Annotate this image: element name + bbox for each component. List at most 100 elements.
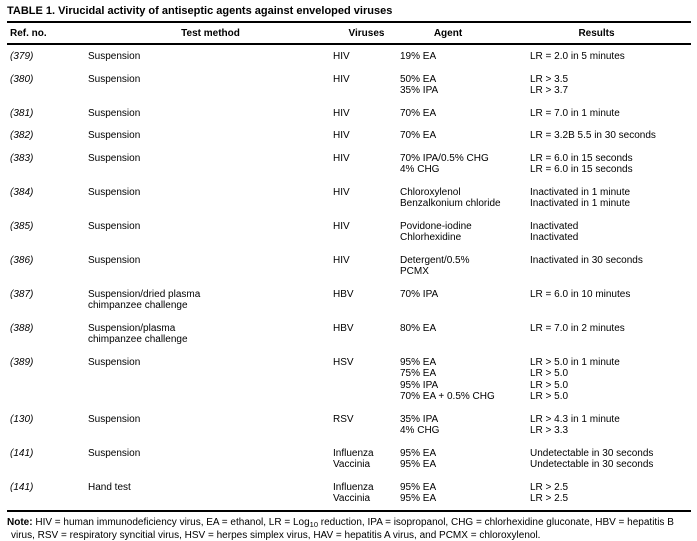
cell-line: LR = 7.0 in 1 minute bbox=[530, 107, 620, 119]
ref-no: (380) bbox=[10, 73, 34, 85]
test-method: Suspension bbox=[88, 255, 333, 278]
column-header-results: Results bbox=[578, 28, 615, 39]
cell-line: Detergent/0.5% bbox=[400, 254, 470, 266]
table-row: (379) Suspension HIV 19% EA LR = 2.0 in … bbox=[7, 51, 691, 74]
ref-no: (379) bbox=[10, 51, 34, 62]
table-row: (388) Suspension/plasma chimpanzee challe… bbox=[7, 323, 691, 357]
table-row: (141) Hand test Influenza Vaccinia 95% EA… bbox=[7, 482, 691, 510]
cell-line: LR > 4.3 in 1 minute bbox=[530, 413, 620, 425]
cell-line: Benzalkonium chloride bbox=[400, 198, 501, 209]
cell-line: Suspension bbox=[88, 51, 141, 62]
test-method: Hand test bbox=[88, 482, 333, 505]
ref-no: (385) bbox=[10, 220, 34, 232]
cell-line: Inactivated bbox=[530, 232, 579, 243]
column-header-viruses: Viruses bbox=[348, 28, 385, 39]
cell-line: Inactivated in 1 minute bbox=[530, 198, 631, 209]
results: LR = 2.0 in 5 minutes bbox=[530, 51, 691, 63]
test-method: Suspension bbox=[88, 74, 333, 97]
cell-line: 70% EA bbox=[400, 130, 437, 141]
agent: 95% EA 75% EA 95% IPA 70% EA + 0.5% CHG bbox=[400, 357, 530, 403]
footnote: Note: HIV = human immunodeficiency virus… bbox=[7, 517, 691, 541]
results: LR = 6.0 in 10 minutes bbox=[530, 289, 691, 312]
agent: 95% EA 95% EA bbox=[400, 448, 530, 471]
ref-no: (382) bbox=[10, 130, 34, 141]
cell-line: LR = 3.2B 5.5 in 30 seconds bbox=[530, 130, 656, 141]
cell-line: LR > 3.3 bbox=[530, 425, 569, 436]
agent: Detergent/0.5% PCMX bbox=[400, 255, 530, 278]
column-header-ref-no: Ref. no. bbox=[10, 28, 47, 39]
footnote-line-2: virus, RSV = respiratory syncitial virus… bbox=[11, 529, 541, 541]
agent: 19% EA bbox=[400, 51, 530, 63]
cell-line: HIV bbox=[333, 254, 350, 266]
cell-line: Inactivated in 30 seconds bbox=[530, 254, 643, 266]
results: Undetectable in 30 seconds Undetectable i… bbox=[530, 448, 691, 471]
cell-line: 70% EA bbox=[400, 107, 437, 119]
cell-line: 70% EA + 0.5% CHG bbox=[400, 391, 495, 402]
cell-line: HBV bbox=[333, 322, 354, 334]
viruses: HBV bbox=[333, 323, 400, 346]
agent: 70% EA bbox=[400, 130, 530, 142]
viruses: Influenza Vaccinia bbox=[333, 448, 400, 471]
table-row: (383) Suspension HIV 70% IPA/0.5% CHG 4% … bbox=[7, 153, 691, 187]
results: LR > 2.5 LR > 2.5 bbox=[530, 482, 691, 505]
footnote-label: Note: bbox=[7, 516, 33, 528]
agent: 80% EA bbox=[400, 323, 530, 346]
ref-no: (141) bbox=[10, 481, 34, 493]
cell-line: HIV bbox=[333, 51, 350, 62]
results: LR > 5.0 in 1 minute LR > 5.0 LR > 5.0 LR >… bbox=[530, 357, 691, 403]
cell-line: HIV bbox=[333, 220, 350, 232]
cell-line: RSV bbox=[333, 413, 354, 425]
test-method: Suspension bbox=[88, 187, 333, 210]
cell-line: Suspension bbox=[88, 186, 141, 198]
test-method: Suspension bbox=[88, 357, 333, 403]
cell-line: HIV bbox=[333, 130, 350, 141]
table-row: (382) Suspension HIV 70% EA LR = 3.2B 5.… bbox=[7, 130, 691, 153]
viruses: HBV bbox=[333, 289, 400, 312]
ref-no: (130) bbox=[10, 413, 34, 425]
cell-line: Suspension bbox=[88, 413, 141, 425]
cell-line: Hand test bbox=[88, 481, 131, 493]
agent: 35% IPA 4% CHG bbox=[400, 414, 530, 437]
cell-line: Suspension bbox=[88, 73, 141, 85]
cell-line: HBV bbox=[333, 288, 354, 300]
table-header: Ref. no. Test method Viruses Agent Resul… bbox=[7, 23, 691, 43]
results: Inactivated in 1 minute Inactivated in 1 … bbox=[530, 187, 691, 210]
test-method: Suspension bbox=[88, 130, 333, 142]
cell-line: Chloroxylenol bbox=[400, 186, 461, 198]
cell-line: 75% EA bbox=[400, 368, 437, 379]
table-row: (386) Suspension HIV Detergent/0.5% PCMX … bbox=[7, 255, 691, 289]
agent: Chloroxylenol Benzalkonium chloride bbox=[400, 187, 530, 210]
cell-line: 19% EA bbox=[400, 51, 437, 62]
viruses: HIV bbox=[333, 153, 400, 176]
cell-line: LR = 6.0 in 10 minutes bbox=[530, 288, 631, 300]
cell-line: LR > 2.5 bbox=[530, 481, 569, 493]
cell-line: HIV bbox=[333, 186, 350, 198]
viruses: HIV bbox=[333, 74, 400, 97]
results: Inactivated Inactivated bbox=[530, 221, 691, 244]
cell-line: 70% IPA/0.5% CHG bbox=[400, 152, 489, 164]
cell-line: Suspension/plasma bbox=[88, 322, 176, 334]
test-method: Suspension bbox=[88, 51, 333, 63]
cell-line: LR > 5.0 in 1 minute bbox=[530, 356, 620, 368]
table-row: (384) Suspension HIV Chloroxylenol Benzal… bbox=[7, 187, 691, 221]
ref-no: (141) bbox=[10, 447, 34, 459]
column-header-test-method: Test method bbox=[181, 28, 240, 39]
cell-line: 4% CHG bbox=[400, 164, 440, 175]
agent: 70% IPA/0.5% CHG 4% CHG bbox=[400, 153, 530, 176]
ref-no: (381) bbox=[10, 107, 34, 119]
test-method: Suspension bbox=[88, 448, 333, 471]
cell-line: 50% EA bbox=[400, 73, 437, 85]
cell-line: 95% EA bbox=[400, 459, 437, 470]
viruses: Influenza Vaccinia bbox=[333, 482, 400, 505]
viruses: HIV bbox=[333, 187, 400, 210]
agent: 70% EA bbox=[400, 108, 530, 120]
ref-no: (383) bbox=[10, 152, 34, 164]
viruses: HIV bbox=[333, 221, 400, 244]
agent: 95% EA 95% EA bbox=[400, 482, 530, 505]
cell-line: Inactivated bbox=[530, 220, 579, 232]
table-row: (381) Suspension HIV 70% EA LR = 7.0 in … bbox=[7, 108, 691, 131]
footnote-line-1: Note: HIV = human immunodeficiency virus… bbox=[7, 516, 674, 529]
table-row: (380) Suspension HIV 50% EA 35% IPA LR > … bbox=[7, 74, 691, 108]
cell-line: Influenza bbox=[333, 447, 374, 459]
cell-line: Povidone-iodine bbox=[400, 220, 472, 232]
